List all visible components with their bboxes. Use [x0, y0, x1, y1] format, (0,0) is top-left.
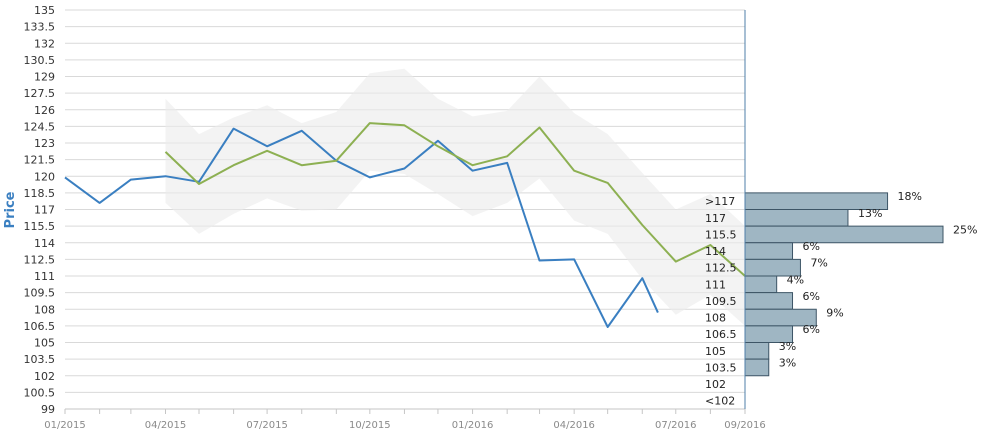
- y-tick-label: 121.5: [24, 154, 56, 167]
- axes: [64, 10, 746, 414]
- y-tick-label: 108: [34, 303, 55, 316]
- y-tick-label: 112.5: [24, 253, 56, 266]
- forecast-band: [165, 68, 755, 326]
- y-tick-label: 126: [34, 104, 55, 117]
- y-tick-label: 106.5: [24, 320, 56, 333]
- histogram-bar-label: 25%: [953, 223, 977, 236]
- histogram-bin-label: >117: [705, 195, 735, 208]
- histogram-bin-label: 112.5: [705, 262, 737, 275]
- histogram-bin-label: 114: [705, 245, 726, 258]
- histogram-bin-label: 105: [705, 345, 726, 358]
- histogram-bin-label: 103.5: [705, 361, 737, 374]
- histogram-bar-label: 6%: [803, 323, 820, 336]
- y-tick-label: 111: [34, 270, 55, 283]
- histogram-bar-label: 7%: [810, 257, 827, 270]
- histogram-bin-label: 111: [705, 278, 726, 291]
- y-tick-label: 99: [41, 403, 55, 416]
- y-tick-label: 120: [34, 170, 55, 183]
- x-tick-label: 07/2015: [246, 420, 288, 431]
- histogram-bar-label: 18%: [898, 190, 922, 203]
- y-tick-label: 135: [34, 4, 55, 17]
- x-tick-label: 07/2016: [655, 420, 697, 431]
- histogram-bar: [744, 242, 794, 260]
- histogram-bin-label: 108: [705, 312, 726, 325]
- histogram-bar: [744, 342, 770, 360]
- histogram-bar-label: 6%: [803, 290, 820, 303]
- histogram-bar-label: 3%: [779, 356, 796, 369]
- series-lines: [64, 122, 756, 328]
- histogram-bar-label: 13%: [858, 207, 882, 220]
- y-tick-labels: 99 100.5 102 103.5 105 106.5 108 109.5 111 112.5 1…: [24, 4, 56, 416]
- x-tick-label: 09/2016: [724, 420, 766, 431]
- y-tick-label: 127.5: [24, 87, 56, 100]
- x-tick-label: 04/2015: [145, 420, 187, 431]
- y-tick-label: 115.5: [24, 220, 56, 233]
- y-tick-label: 102: [34, 370, 55, 383]
- histogram-bar: [744, 358, 770, 377]
- histogram-bin-label: 117: [705, 212, 726, 225]
- band-area: [165, 68, 755, 326]
- histogram-bar-label: 3%: [779, 340, 796, 353]
- histogram-bar-label: 6%: [803, 240, 820, 253]
- x-tick-label: 01/2016: [452, 420, 494, 431]
- y-tick-label: 105: [34, 337, 55, 350]
- histogram-bar-label: 9%: [826, 307, 843, 320]
- histogram-bar: [744, 275, 778, 294]
- y-tick-label: 117: [34, 204, 55, 217]
- histogram-bar: [744, 225, 944, 244]
- histogram-bin-label: 109.5: [705, 295, 737, 308]
- y-tick-label: 114: [34, 237, 55, 250]
- histogram-bin-label: <102: [705, 395, 735, 408]
- series-line-2: [164, 122, 756, 277]
- y-tick-label: 109.5: [24, 287, 56, 300]
- histogram-bin-labels: >117 117 115.5 114 112.5 111 109.5 108 106.5 105 1…: [705, 195, 737, 408]
- y-tick-label: 103.5: [24, 353, 56, 366]
- y-tick-label: 118.5: [24, 187, 56, 200]
- y-tick-label: 130.5: [24, 54, 56, 67]
- y-tick-label: 132: [34, 37, 55, 50]
- y-tick-label: 129: [34, 71, 55, 84]
- histogram-bin-label: 106.5: [705, 328, 737, 341]
- x-tick-labels: 01/2015 04/2015 07/2015 10/2015 01/2016 04/20…: [44, 420, 766, 431]
- y-tick-label: 124.5: [24, 120, 56, 133]
- x-tick-label: 01/2015: [44, 420, 86, 431]
- histogram-bin-label: 115.5: [705, 228, 737, 241]
- x-tick-label: 04/2016: [553, 420, 595, 431]
- series-line-1: [64, 127, 659, 328]
- y-tick-label: 123: [34, 137, 55, 150]
- x-tick-label: 10/2015: [349, 420, 391, 431]
- y-tick-label: 100.5: [24, 386, 56, 399]
- histogram-bin-label: 102: [705, 378, 726, 391]
- histogram-bar-label: 4%: [787, 273, 804, 286]
- distribution-histogram: 18% 13% 25% 6% 7% 4% 6% 9% 6% 3% 3%: [744, 190, 977, 377]
- y-axis-label: Price: [3, 191, 18, 228]
- y-tick-label: 133.5: [24, 21, 56, 34]
- histogram-bar: [744, 209, 849, 227]
- histogram-bar: [744, 292, 794, 310]
